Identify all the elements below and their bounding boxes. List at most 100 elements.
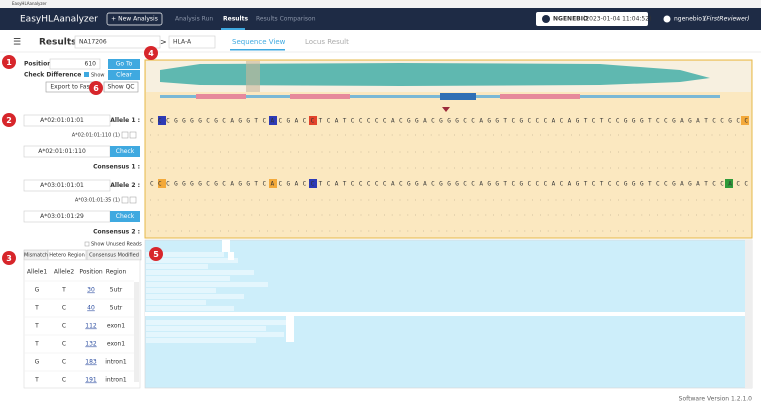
table-header: Position [79, 269, 103, 276]
check-label: Check [116, 213, 135, 220]
position-input[interactable] [49, 58, 101, 70]
user-icon [663, 15, 671, 23]
exon [500, 94, 580, 99]
read [146, 264, 208, 269]
hetero-table: Mismatch Hetero Region Consensus Modified A… [23, 249, 142, 389]
menu-icon[interactable]: ☰ [13, 38, 21, 48]
locus: HLA-A [173, 39, 192, 46]
read [146, 294, 244, 299]
badge-label: 1 [6, 58, 12, 67]
check-button[interactable] [110, 211, 140, 222]
tab[interactable]: Locus Result [305, 38, 349, 46]
table-header: Allele2 [54, 269, 74, 276]
read [146, 270, 254, 275]
new-analysis-button[interactable] [106, 12, 163, 26]
badges: 1 2 3 4 5 6 [2, 46, 163, 265]
window-title: EasyHLAanalyzer [12, 1, 47, 6]
table-cell: C [62, 323, 66, 330]
allele-select[interactable] [23, 179, 111, 192]
table-scrollbar[interactable] [134, 282, 139, 382]
nav-tab-active[interactable]: Results [223, 16, 248, 23]
position-value: 610 [85, 61, 97, 68]
next-button[interactable] [129, 196, 137, 204]
goto-button[interactable] [108, 59, 140, 69]
diff-box [158, 116, 166, 125]
table-header: Region [106, 269, 127, 276]
show-unused: Show Unused Reads [91, 242, 142, 248]
table-cell: C [62, 305, 66, 312]
diff-box [309, 179, 317, 188]
reads [146, 240, 294, 343]
badge [149, 247, 163, 261]
next-button[interactable] [129, 131, 137, 139]
badge-label: 3 [6, 254, 12, 263]
read [146, 306, 234, 311]
exon [440, 93, 476, 100]
allele-label: Allele 2 : [110, 182, 140, 189]
run-select[interactable] [536, 12, 648, 26]
unused-checkbox[interactable] [84, 241, 90, 247]
new-analysis-label: + New Analysis [111, 16, 158, 23]
exon [290, 94, 350, 99]
table-cell: exon1 [107, 323, 125, 330]
clear-button[interactable] [108, 70, 140, 80]
sample-select[interactable] [74, 35, 161, 49]
show-checkbox[interactable] [84, 72, 89, 77]
table-tab-label: Hetero Region [49, 253, 85, 259]
nav-tab[interactable]: Analysis Run [175, 16, 213, 23]
check-difference: Check Difference [24, 72, 81, 79]
nav-tab-underline [221, 28, 245, 30]
user: ngenebio1 [674, 16, 706, 23]
consensus-label: Consensus 1 : [93, 164, 140, 171]
table-cell: T [61, 287, 66, 294]
position-link[interactable]: 30 [87, 287, 95, 294]
diff-box [269, 179, 277, 188]
position-link[interactable]: 112 [85, 323, 97, 330]
allele-match: A*02:01:01:110 (1) [72, 133, 120, 139]
position-link[interactable]: 132 [85, 341, 97, 348]
tab-underline [230, 49, 285, 51]
position-marker [442, 107, 450, 112]
tab-active[interactable]: Sequence View [232, 38, 286, 46]
badge-label: 4 [148, 49, 154, 58]
table-frame [23, 259, 141, 389]
badge [89, 81, 103, 95]
allele-label: Allele 1 : [110, 117, 140, 124]
table-cell: C [62, 359, 66, 366]
reads-divider [145, 312, 752, 316]
prev-button[interactable] [121, 131, 129, 139]
check-button[interactable] [110, 146, 140, 157]
allele-select-value: A*03:01:01:01 [40, 182, 84, 189]
logo: EasyHLAanalyzer [20, 15, 98, 25]
sample: NA17206 [79, 39, 107, 46]
allele1-sequence: CCCGGGGCGCAGGTCACGACCTCATCCCCCACGGACGGGC… [150, 118, 748, 125]
read [146, 326, 266, 331]
position-link[interactable]: 191 [85, 377, 97, 384]
read [146, 338, 256, 343]
position-link[interactable]: 183 [85, 359, 97, 366]
diff-box [741, 116, 749, 125]
timestamp: (2023-01-04 11:04:52) [583, 16, 651, 23]
position-link[interactable]: 40 [87, 305, 95, 312]
diff-box [725, 179, 733, 188]
scrollbar[interactable] [745, 240, 752, 388]
badge [2, 113, 16, 127]
consensus-label: Consensus 2 : [93, 229, 140, 236]
read [146, 252, 224, 257]
exon [196, 94, 246, 99]
qc-button[interactable] [103, 81, 139, 93]
read [146, 320, 286, 325]
locus-select[interactable] [168, 35, 216, 49]
prev-button[interactable] [121, 196, 129, 204]
coverage-window [246, 61, 260, 92]
footer: Software Version 1.2.1.0 [679, 396, 753, 403]
table-cell: G [35, 287, 40, 294]
read [146, 276, 230, 281]
badge-label: 6 [93, 84, 99, 93]
org: NGENEBIO [553, 16, 588, 23]
check-label: Check [116, 148, 135, 155]
allele-select[interactable] [23, 114, 111, 127]
nav-tab[interactable]: Results Comparison [256, 16, 316, 23]
table-cell: C [62, 377, 66, 384]
table-cell: C [62, 341, 66, 348]
